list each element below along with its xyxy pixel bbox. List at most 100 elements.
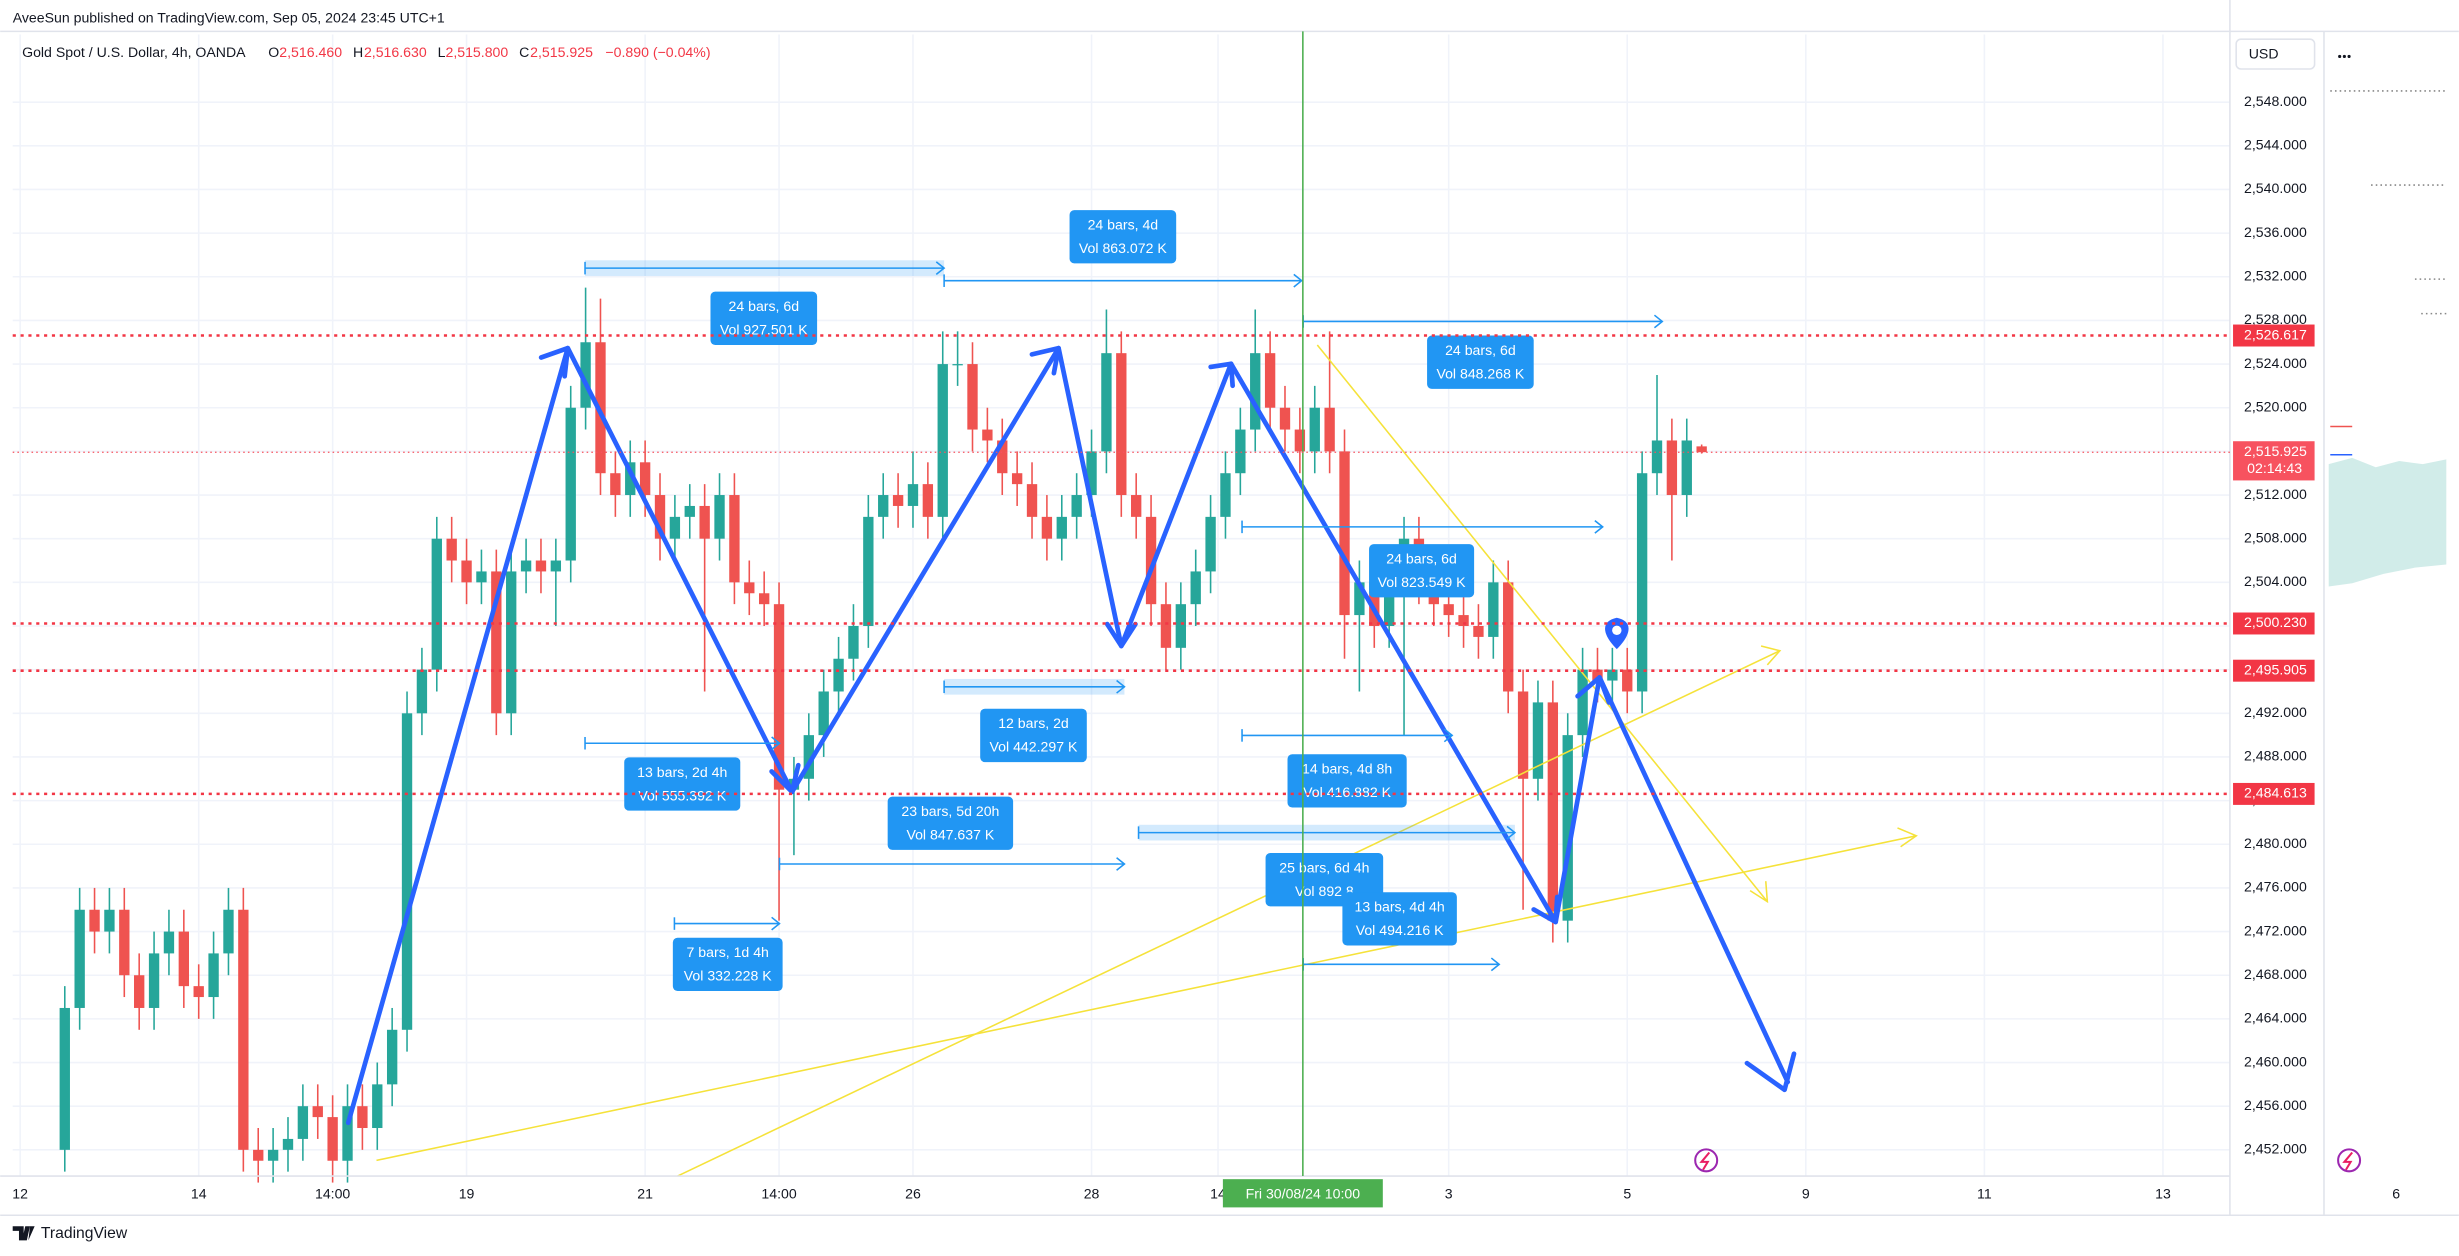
candle-body [654, 495, 666, 539]
y-tick-label: 2,520.000 [2244, 398, 2307, 414]
ohlc-key: C [519, 44, 529, 60]
y-tick-label: 2,536.000 [2244, 224, 2307, 240]
candle-body [357, 1106, 368, 1129]
measure-head [1506, 825, 1517, 840]
arrowhead [1744, 1051, 1797, 1093]
measure-boxes: 24 bars, 6d Vol 927.501 K 24 bars, 4d Vol 8… [624, 210, 1534, 992]
menu-dot [2347, 54, 2351, 59]
x-tick-label: 11 [1977, 1186, 1992, 1202]
candle-body [1101, 353, 1112, 452]
candle-body [386, 1029, 398, 1085]
x-tick-label: 19 [459, 1186, 475, 1202]
arrowhead [1531, 894, 1560, 925]
candle-body [1651, 440, 1663, 474]
candle-body [848, 625, 859, 659]
candle-body [1071, 495, 1082, 517]
measure-head [1594, 519, 1604, 534]
measure-bars: 25 bars, 6d 4h [1279, 859, 1369, 875]
measure-head [935, 261, 946, 276]
candle-body [639, 462, 651, 496]
crosshair-label: Fri 30/08/24 10:00 [1246, 1186, 1361, 1202]
price-line-label-box [2233, 324, 2315, 347]
candle-body [1041, 516, 1053, 539]
candle-body [1339, 451, 1350, 616]
candle-body [729, 495, 740, 583]
measure-bars: 24 bars, 4d [1088, 217, 1159, 233]
measure-bars: 12 bars, 2d [998, 715, 1069, 731]
measure-head [771, 736, 781, 751]
measure-bars: 7 bars, 1d 4h [687, 944, 769, 960]
candle-body [1190, 571, 1201, 605]
icon-ring [1694, 1148, 1719, 1173]
y-tick-label: 2,488.000 [2244, 748, 2307, 764]
icon-bolt [2342, 1151, 2353, 1171]
logo-mark [12, 1226, 35, 1241]
panel-tick-label: 6 [2392, 1186, 2400, 1202]
candle-body [74, 909, 85, 1008]
candle-body [446, 538, 457, 561]
ohlc-key: O [268, 44, 279, 60]
publisher: AveeSun published on TradingView.com, Se… [13, 10, 445, 26]
candle-body [937, 364, 948, 517]
x-tick-label: 13 [2155, 1186, 2171, 1202]
candle-body [1026, 484, 1038, 517]
candle-body [907, 484, 919, 506]
candle-body [1235, 429, 1246, 474]
candle-body [208, 953, 219, 998]
arrowhead [538, 345, 571, 379]
candle-body [1369, 582, 1380, 626]
y-tick-label: 2,464.000 [2244, 1010, 2307, 1026]
measure-bars: 24 bars, 6d [1386, 551, 1457, 567]
measure-volume: Vol 332.228 K [684, 968, 772, 984]
candle-body [372, 1084, 383, 1129]
candle-body [714, 495, 725, 539]
measure-arrows [584, 260, 1664, 972]
countdown: 02:14:43 [2247, 460, 2302, 476]
y-tick-label: 2,508.000 [2244, 529, 2307, 545]
candle-body [1264, 353, 1276, 408]
x-tick-label: 14:00 [315, 1186, 350, 1202]
candle-body [223, 909, 234, 954]
x-tick-label: 12 [12, 1186, 28, 1202]
candle-body [773, 604, 785, 790]
x-tick-label: 14:00 [761, 1186, 796, 1202]
y-tick-label: 2,492.000 [2244, 704, 2307, 720]
price-line-label-box [2233, 612, 2315, 635]
menu-button[interactable] [2338, 54, 2351, 59]
candle-body [253, 1149, 264, 1161]
candle-body [744, 582, 755, 594]
candle-body [1473, 625, 1484, 637]
candle-body [476, 571, 487, 583]
currency-label: USD [2249, 46, 2279, 62]
measure-volume: Vol 892.8 [1295, 883, 1354, 899]
price-line-label: 2,495.905 [2244, 661, 2307, 677]
candle-body [833, 658, 844, 692]
y-tick-label: 2,504.000 [2244, 573, 2307, 589]
candle-body [1056, 516, 1067, 539]
measure-box [887, 796, 1014, 850]
measure-bars: 13 bars, 4d 4h [1355, 899, 1445, 915]
ohlc-value: 2,516.630 [364, 44, 427, 60]
last-price-box [2233, 441, 2315, 481]
candle-body [952, 364, 963, 366]
arrowhead [1104, 621, 1138, 649]
measure-head [1490, 957, 1501, 972]
measure-head [771, 916, 781, 931]
currency-button[interactable]: USD [2235, 38, 2316, 70]
candle-body [342, 1106, 353, 1161]
measure-bars: 13 bars, 2d 4h [637, 764, 727, 780]
candle-body [1279, 407, 1291, 430]
cloud-area [2328, 457, 2447, 587]
y-tick-label: 2,472.000 [2244, 922, 2307, 938]
y-tick-label: 2,476.000 [2244, 879, 2307, 895]
candle-body [1532, 702, 1544, 779]
candle-body [1458, 615, 1469, 626]
candle-body [1592, 669, 1603, 681]
candle-body [1354, 582, 1365, 616]
lightning-icon[interactable] [1694, 1148, 1719, 1173]
measure-head [1443, 728, 1454, 743]
candle-body [327, 1117, 338, 1161]
candle-body [684, 505, 695, 517]
